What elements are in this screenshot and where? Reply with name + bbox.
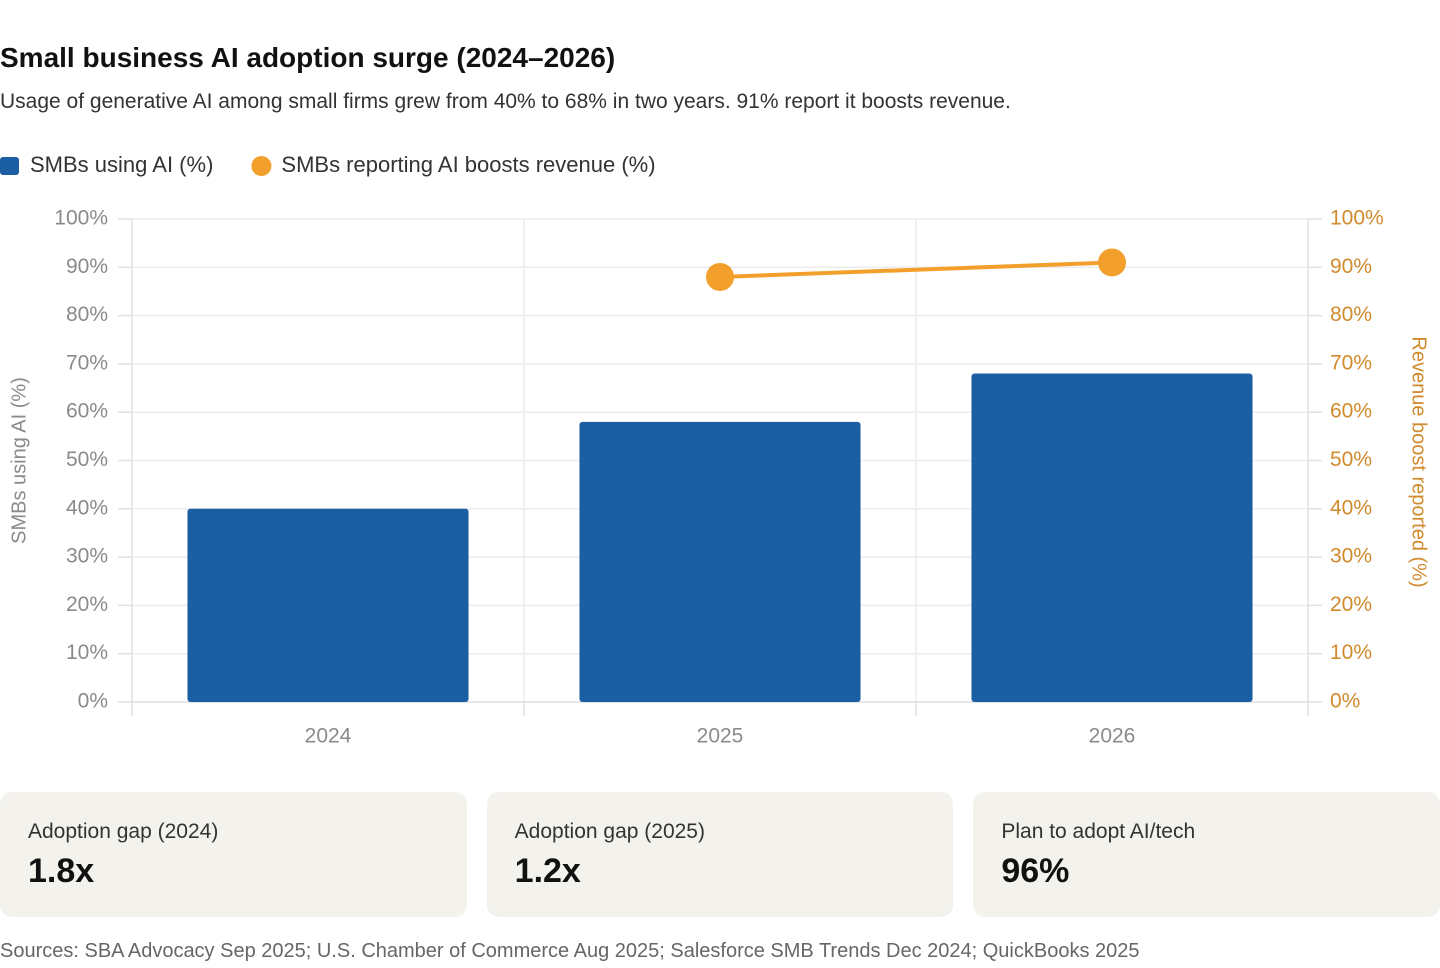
chart: 0% 10% 20% 30% 40% 50% 60% 70% 80% 90% 100% 0% 10% 20… — [0, 152, 1430, 748]
y2-tick-label: 10% — [1330, 641, 1372, 664]
bar — [579, 421, 861, 702]
y-tick-label: 0% — [78, 690, 108, 713]
card-value: 96% — [1001, 852, 1070, 890]
y2-tick-label: 100% — [1330, 207, 1384, 230]
line-point — [1098, 248, 1126, 277]
y2-tick-label: 20% — [1330, 593, 1372, 616]
line — [719, 260, 1113, 279]
bar — [971, 373, 1253, 702]
card-value: 1.2x — [514, 852, 581, 890]
y-axis-title: SMBs using AI (%) — [8, 377, 30, 544]
y-tick-label: 90% — [66, 255, 108, 278]
y-tick-label: 100% — [54, 207, 108, 230]
line-point — [706, 262, 734, 291]
source-note: Sources: SBA Advocacy Sep 2025; U.S. Cha… — [0, 940, 1140, 962]
y2-tick-label: 30% — [1330, 545, 1372, 568]
x-tick-label: 2025 — [697, 725, 744, 748]
chart-title: Small business AI adoption surge (2024–2… — [0, 42, 616, 73]
y2-tick-label: 40% — [1330, 496, 1372, 519]
legend-marker — [251, 156, 272, 176]
card-label: Adoption gap (2024) — [28, 820, 219, 843]
legend-label: SMBs using AI (%) — [30, 152, 213, 177]
x-tick-label: 2024 — [305, 725, 352, 748]
y2-tick-label: 0% — [1330, 690, 1360, 713]
y-tick-label: 20% — [66, 593, 108, 616]
y2-tick-label: 50% — [1330, 448, 1372, 471]
y2-tick-label: 60% — [1330, 400, 1372, 423]
card-value: 1.8x — [28, 852, 95, 890]
legend-label: SMBs reporting AI boosts revenue (%) — [281, 152, 655, 177]
y-tick-label: 40% — [66, 496, 108, 519]
stat-card: Adoption gap (2024) 1.8x — [0, 792, 467, 917]
y-tick-label: 50% — [66, 448, 108, 471]
chart-subtitle: Usage of generative AI among small firms… — [0, 90, 1011, 113]
y-tick-label: 80% — [66, 303, 108, 326]
stat-card: Adoption gap (2025) 1.2x — [486, 792, 954, 917]
y-tick-label: 10% — [66, 641, 108, 664]
y2-tick-label: 70% — [1330, 351, 1372, 374]
y2-tick-label: 80% — [1330, 303, 1372, 326]
card-label: Plan to adopt AI/tech — [1001, 820, 1196, 843]
stat-cards: Adoption gap (2024) 1.8x Adoption gap (2… — [0, 792, 1440, 917]
legend-marker — [0, 157, 19, 175]
y2-tick-label: 90% — [1330, 255, 1372, 278]
stat-card: Plan to adopt AI/tech 96% — [973, 792, 1440, 917]
card-label: Adoption gap (2025) — [514, 820, 705, 843]
y2-axis-title: Revenue boost reported (%) — [1408, 336, 1430, 587]
y-tick-label: 30% — [66, 545, 108, 568]
y-tick-label: 70% — [66, 351, 108, 374]
x-tick-label: 2026 — [1089, 725, 1136, 748]
y-tick-label: 60% — [66, 400, 108, 423]
bar — [187, 508, 469, 702]
